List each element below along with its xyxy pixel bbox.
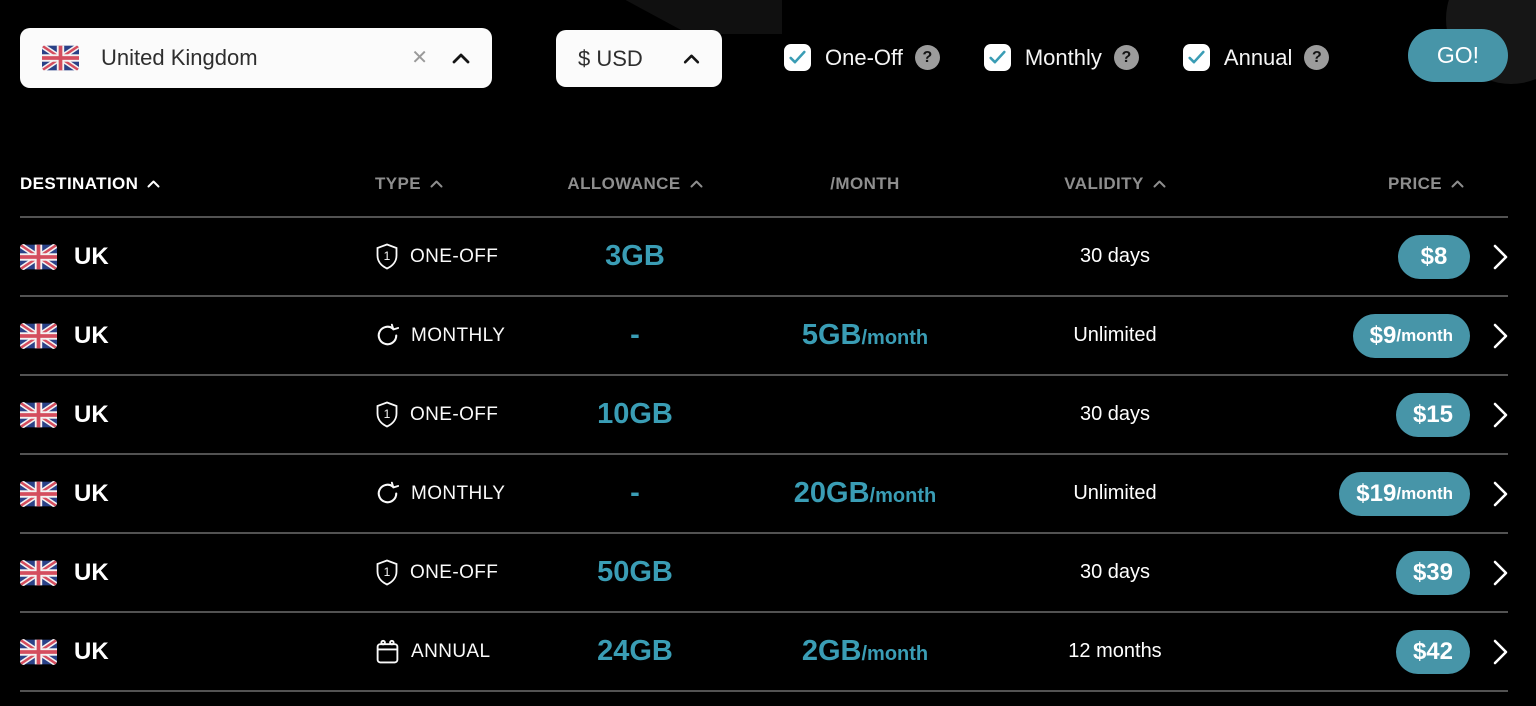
allowance-value: 10GB: [597, 398, 673, 430]
plan-type-filters: One-Off ? Monthly ? Annual ?: [784, 44, 1373, 71]
sort-chevron-up-icon: [690, 180, 703, 188]
allowance-value: 24GB: [597, 635, 673, 667]
chevron-right-icon[interactable]: [1493, 402, 1508, 428]
price-button[interactable]: $42: [1395, 629, 1470, 674]
table-row[interactable]: UK MONTHLY - 20GB/month Unlimited $19/mo…: [20, 455, 1508, 534]
validity-value: Unlimited: [1073, 482, 1157, 504]
uk-flag-icon: [20, 480, 57, 507]
help-icon[interactable]: ?: [914, 45, 940, 70]
country-select-value: United Kingdom: [101, 45, 258, 70]
price-button[interactable]: $19/month: [1339, 471, 1470, 516]
price-button[interactable]: $39: [1395, 550, 1470, 595]
table-row[interactable]: UK ANNUAL 24GB 2GB/month 12 months $42: [20, 613, 1508, 692]
destination-label: UK: [74, 479, 109, 507]
help-icon[interactable]: ?: [1113, 45, 1139, 70]
plan-type-label: ANNUAL: [411, 640, 491, 662]
annual-calendar-icon: [375, 639, 400, 665]
validity-value: 30 days: [1079, 245, 1151, 267]
filter-annual[interactable]: Annual ?: [1182, 44, 1330, 71]
destination-label: UK: [74, 637, 109, 665]
chevron-right-icon[interactable]: [1493, 323, 1508, 349]
filter-label: One-Off: [825, 44, 903, 70]
uk-flag-icon: [20, 322, 57, 349]
uk-flag-icon: [20, 243, 57, 270]
table-row[interactable]: UK 1 ONE-OFF 10GB 30 days $15: [20, 376, 1508, 455]
sort-chevron-up-icon: [1153, 180, 1166, 188]
one-off-checkbox[interactable]: [784, 44, 811, 71]
allowance-value: 3GB: [605, 240, 665, 272]
filter-label: Annual: [1223, 44, 1293, 70]
sort-chevron-up-icon: [1451, 180, 1464, 188]
chevron-up-icon[interactable]: [452, 53, 470, 64]
annual-checkbox[interactable]: [1182, 44, 1210, 71]
table-header-row: DESTINATION TYPE ALLOWANCE /MONTH VALIDI…: [20, 174, 1508, 218]
clear-icon[interactable]: ✕: [411, 47, 428, 69]
header-allowance[interactable]: ALLOWANCE: [550, 174, 720, 194]
destination-label: UK: [74, 558, 109, 586]
plans-table: DESTINATION TYPE ALLOWANCE /MONTH VALIDI…: [20, 174, 1508, 692]
header-destination[interactable]: DESTINATION: [20, 174, 375, 194]
uk-flag-icon: [20, 638, 57, 665]
header-type[interactable]: TYPE: [375, 174, 550, 194]
sort-chevron-up-icon: [430, 180, 443, 188]
help-icon[interactable]: ?: [1304, 45, 1330, 70]
toolbar: United Kingdom ✕ $ USD One-Off ? Monthly…: [0, 0, 1536, 88]
table-row[interactable]: UK 1 ONE-OFF 50GB 30 days $39: [20, 534, 1508, 613]
plan-type-label: ONE-OFF: [410, 561, 499, 583]
monthly-refresh-icon: [375, 323, 400, 348]
per-month-value: 2GB/month: [801, 635, 929, 667]
monthly-refresh-icon: [375, 481, 400, 506]
svg-text:1: 1: [384, 407, 391, 421]
currency-select-value: $ USD: [578, 45, 643, 71]
filter-label: Monthly: [1024, 44, 1102, 70]
validity-value: 12 months: [1068, 640, 1162, 662]
validity-value: Unlimited: [1073, 324, 1157, 346]
plan-type-label: MONTHLY: [411, 482, 506, 504]
chevron-right-icon[interactable]: [1493, 481, 1508, 507]
currency-select[interactable]: $ USD: [556, 30, 722, 87]
validity-value: 30 days: [1079, 561, 1151, 583]
monthly-checkbox[interactable]: [983, 44, 1011, 71]
header-validity[interactable]: VALIDITY: [1010, 174, 1220, 194]
go-button[interactable]: GO!: [1408, 29, 1508, 82]
header-price[interactable]: PRICE: [1220, 174, 1508, 194]
per-month-value: 5GB/month: [801, 319, 929, 351]
svg-text:1: 1: [384, 565, 391, 579]
one-off-shield-icon: 1: [375, 559, 399, 586]
allowance-value: -: [630, 319, 640, 351]
filter-one-off[interactable]: One-Off ?: [784, 44, 940, 71]
destination-label: UK: [74, 242, 109, 270]
filter-monthly[interactable]: Monthly ?: [983, 44, 1139, 71]
chevron-right-icon[interactable]: [1493, 244, 1508, 270]
plan-type-label: MONTHLY: [411, 324, 506, 346]
price-button[interactable]: $8: [1398, 234, 1470, 279]
allowance-value: -: [630, 477, 640, 509]
uk-flag-icon: [42, 45, 79, 71]
table-row[interactable]: UK 1 ONE-OFF 3GB 30 days $8: [20, 218, 1508, 297]
header-per-month: /MONTH: [830, 174, 900, 193]
per-month-value: 20GB/month: [793, 477, 937, 509]
price-button[interactable]: $9/month: [1352, 313, 1470, 358]
price-button[interactable]: $15: [1395, 392, 1470, 437]
uk-flag-icon: [20, 401, 57, 428]
one-off-shield-icon: 1: [375, 401, 399, 428]
destination-label: UK: [74, 321, 109, 349]
uk-flag-icon: [20, 559, 57, 586]
chevron-up-icon: [683, 54, 700, 64]
chevron-right-icon[interactable]: [1493, 560, 1508, 586]
one-off-shield-icon: 1: [375, 243, 399, 270]
plan-type-label: ONE-OFF: [410, 403, 499, 425]
svg-text:1: 1: [384, 249, 391, 263]
allowance-value: 50GB: [597, 556, 673, 588]
sort-chevron-up-icon: [147, 180, 160, 188]
table-row[interactable]: UK MONTHLY - 5GB/month Unlimited $9/mont…: [20, 297, 1508, 376]
country-select[interactable]: United Kingdom ✕: [20, 28, 492, 88]
destination-label: UK: [74, 400, 109, 428]
chevron-right-icon[interactable]: [1493, 639, 1508, 665]
plan-type-label: ONE-OFF: [410, 245, 499, 267]
validity-value: 30 days: [1079, 403, 1151, 425]
